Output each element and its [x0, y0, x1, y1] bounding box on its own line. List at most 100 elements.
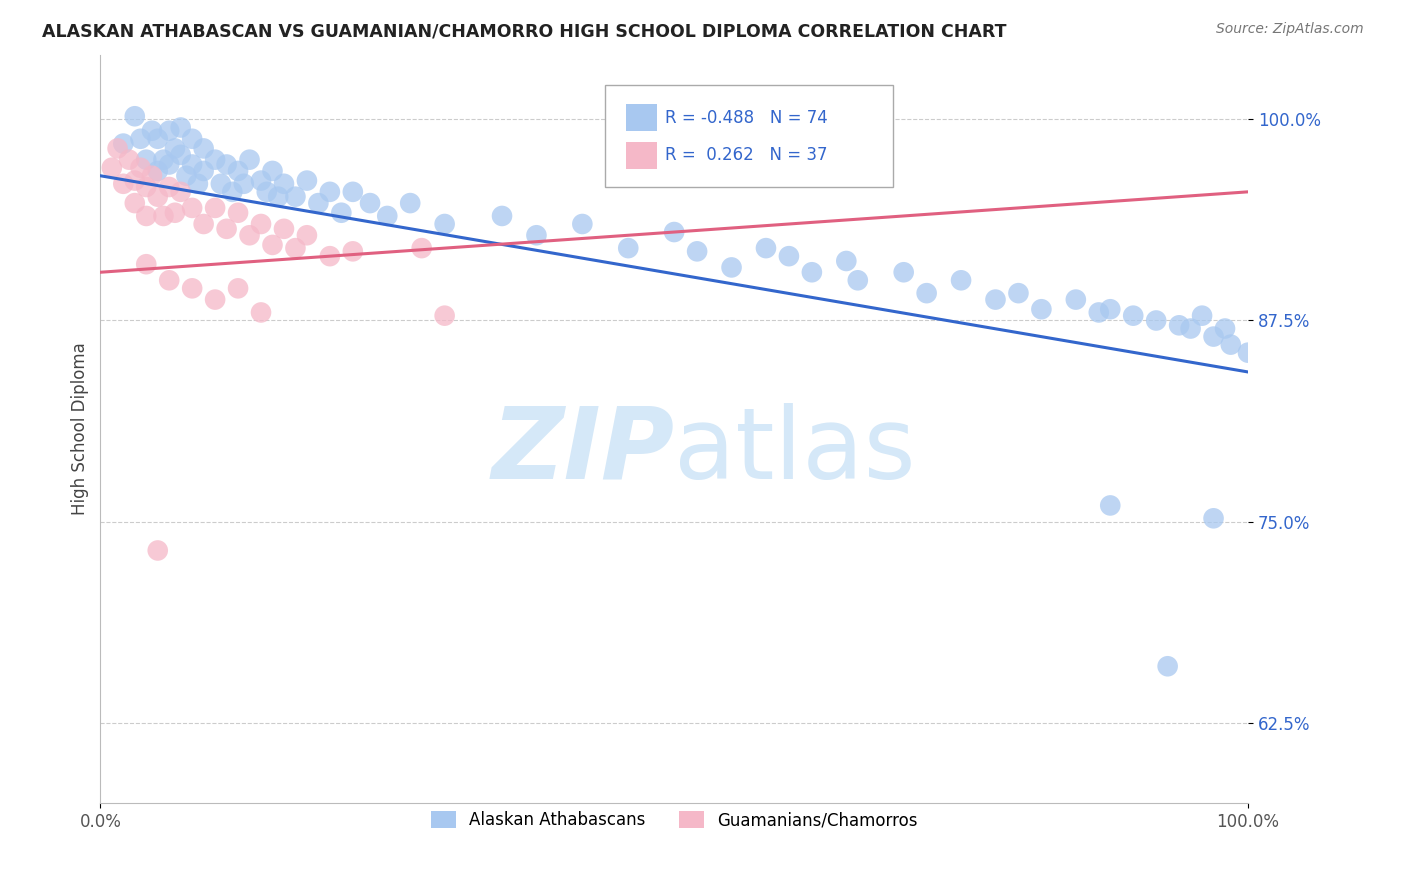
Point	[226, 281, 249, 295]
Point	[1099, 302, 1122, 317]
Point	[157, 157, 180, 171]
Point	[250, 305, 273, 319]
Point	[101, 161, 124, 175]
Point	[129, 132, 152, 146]
Point	[267, 189, 290, 203]
Point	[295, 173, 318, 187]
Point	[157, 273, 180, 287]
Point	[342, 185, 364, 199]
Point	[181, 132, 204, 146]
Point	[118, 153, 141, 167]
Point	[984, 293, 1007, 307]
Text: atlas: atlas	[673, 403, 915, 500]
Point	[193, 141, 215, 155]
Point	[226, 164, 249, 178]
Legend: Alaskan Athabascans, Guamanians/Chamorros: Alaskan Athabascans, Guamanians/Chamorro…	[425, 805, 924, 836]
Point	[152, 153, 174, 167]
Point	[617, 241, 640, 255]
Point	[571, 217, 593, 231]
Point	[204, 293, 226, 307]
Point	[411, 241, 433, 255]
Point	[491, 209, 513, 223]
Point	[1191, 309, 1213, 323]
Point	[170, 148, 193, 162]
Point	[1156, 659, 1178, 673]
Point	[273, 222, 295, 236]
Point	[262, 164, 284, 178]
Y-axis label: High School Diploma: High School Diploma	[72, 343, 89, 516]
Point	[124, 173, 146, 187]
Point	[284, 241, 307, 255]
Point	[135, 180, 157, 194]
Text: ALASKAN ATHABASCAN VS GUAMANIAN/CHAMORRO HIGH SCHOOL DIPLOMA CORRELATION CHART: ALASKAN ATHABASCAN VS GUAMANIAN/CHAMORRO…	[42, 22, 1007, 40]
Point	[146, 189, 169, 203]
Point	[112, 136, 135, 151]
Point	[256, 185, 278, 199]
Point	[778, 249, 800, 263]
Text: R = -0.488   N = 74: R = -0.488 N = 74	[665, 109, 828, 127]
Point	[193, 217, 215, 231]
Point	[141, 169, 163, 183]
Point	[1202, 511, 1225, 525]
Point	[1237, 345, 1260, 359]
Point	[1202, 329, 1225, 343]
Point	[295, 228, 318, 243]
Point	[124, 196, 146, 211]
Point	[250, 173, 273, 187]
Point	[1031, 302, 1053, 317]
Point	[1064, 293, 1087, 307]
Point	[359, 196, 381, 211]
Text: R =  0.262   N = 37: R = 0.262 N = 37	[665, 146, 828, 164]
Point	[433, 309, 456, 323]
Point	[204, 201, 226, 215]
Point	[170, 185, 193, 199]
Point	[1213, 321, 1236, 335]
Point	[215, 222, 238, 236]
Point	[181, 281, 204, 295]
Point	[124, 109, 146, 123]
Point	[1099, 499, 1122, 513]
Point	[284, 189, 307, 203]
Point	[950, 273, 973, 287]
Point	[135, 209, 157, 223]
Point	[399, 196, 422, 211]
Point	[835, 254, 858, 268]
Point	[141, 124, 163, 138]
Point	[800, 265, 823, 279]
Point	[135, 257, 157, 271]
Point	[262, 238, 284, 252]
Point	[330, 206, 353, 220]
Point	[129, 161, 152, 175]
Text: ZIP: ZIP	[491, 403, 673, 500]
Point	[193, 164, 215, 178]
Point	[662, 225, 685, 239]
Point	[204, 153, 226, 167]
Point	[893, 265, 915, 279]
Text: Source: ZipAtlas.com: Source: ZipAtlas.com	[1216, 22, 1364, 37]
Point	[163, 206, 186, 220]
Point	[112, 177, 135, 191]
Point	[157, 124, 180, 138]
Point	[250, 217, 273, 231]
Point	[342, 244, 364, 259]
Point	[181, 201, 204, 215]
Point	[526, 228, 548, 243]
Point	[686, 244, 709, 259]
Point	[319, 249, 342, 263]
Point	[319, 185, 342, 199]
Point	[232, 177, 254, 191]
Point	[176, 169, 198, 183]
Point	[1168, 318, 1191, 333]
Point	[157, 180, 180, 194]
Point	[720, 260, 742, 275]
Point	[307, 196, 329, 211]
Point	[1219, 337, 1241, 351]
Point	[107, 141, 129, 155]
Point	[1007, 286, 1029, 301]
Point	[187, 177, 209, 191]
Point	[1144, 313, 1167, 327]
Point	[181, 157, 204, 171]
Point	[226, 206, 249, 220]
Point	[163, 141, 186, 155]
Point	[433, 217, 456, 231]
